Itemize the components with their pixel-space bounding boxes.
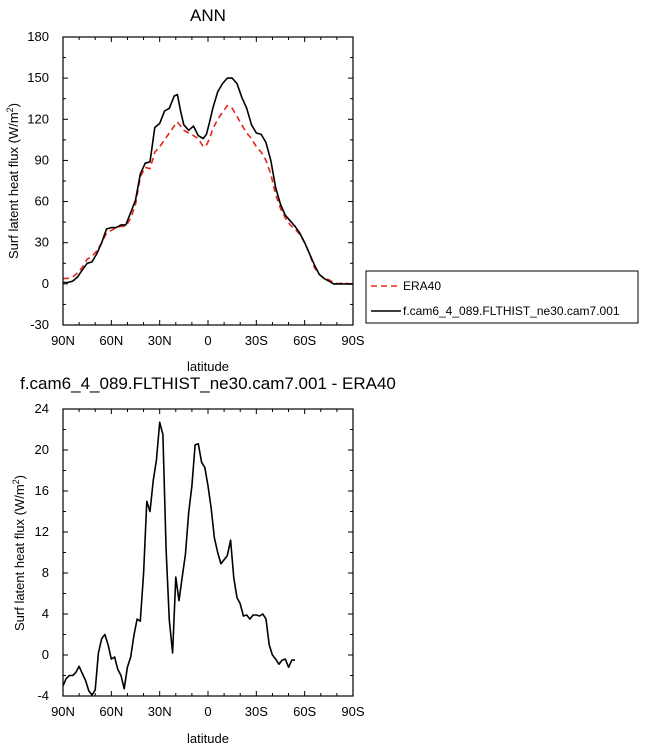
y-tick-label: 8 (42, 565, 49, 580)
x-tick-label: 30S (245, 333, 268, 348)
y-tick-label: 30 (35, 235, 49, 250)
legend-frame (365, 270, 639, 324)
y-tick-label: 16 (35, 483, 49, 498)
panel-difference: f.cam6_4_089.FLTHIST_ne30.cam7.001 - ERA… (11, 374, 396, 746)
legend: ERA40 f.cam6_4_089.FLTHIST_ne30.cam7.001 (365, 270, 639, 324)
x-tick-label: 30S (245, 704, 268, 719)
x-tick-label: 60N (99, 333, 123, 348)
y-tick-label: 4 (42, 606, 49, 621)
x-tick-label: 90S (341, 704, 364, 719)
chart-title: ANN (190, 6, 226, 25)
y-tick-label: 24 (35, 401, 49, 416)
x-tick-label: 0 (204, 333, 211, 348)
series-line-model (63, 77, 353, 285)
y-tick-label: -30 (30, 317, 49, 332)
x-tick-label: 90S (341, 333, 364, 348)
x-tick-label: 60N (99, 704, 123, 719)
y-tick-label: 120 (27, 111, 49, 126)
legend-label-model: f.cam6_4_089.FLTHIST_ne30.cam7.001 (403, 304, 620, 318)
x-tick-label: 60S (293, 333, 316, 348)
y-tick-label: 0 (42, 276, 49, 291)
chart-title: f.cam6_4_089.FLTHIST_ne30.cam7.001 - ERA… (20, 374, 396, 393)
y-tick-label: -4 (37, 688, 49, 703)
y-tick-label: 0 (42, 647, 49, 662)
x-tick-label: 0 (204, 704, 211, 719)
x-axis-label: latitude (187, 359, 229, 374)
x-tick-label: 90N (51, 333, 75, 348)
panel-annual-mean: ANN 90N 60N 30N 0 30S 60S 90S -30 0 30 60 90 120 150 1… (5, 6, 639, 374)
x-tick-label: 30N (148, 333, 172, 348)
x-axis-label: latitude (187, 731, 229, 746)
y-tick-label: 90 (35, 152, 49, 167)
plot-frame (62, 408, 354, 697)
legend-label-era40: ERA40 (403, 279, 441, 293)
y-tick-label: 60 (35, 194, 49, 209)
y-tick-label: 150 (27, 70, 49, 85)
y-tick-label: 12 (35, 524, 49, 539)
x-tick-label: 90N (51, 704, 75, 719)
y-tick-label: 20 (35, 442, 49, 457)
y-tick-label: 180 (27, 29, 49, 44)
series-line-model (62, 421, 295, 696)
series-line-era40 (63, 104, 353, 285)
y-axis-label: Surf latent heat flux (W/m2) (5, 103, 21, 259)
x-tick-label: 30N (148, 704, 172, 719)
x-tick-label: 60S (293, 704, 316, 719)
y-axis-label: Surf latent heat flux (W/m2) (11, 475, 27, 631)
plot-frame (62, 36, 354, 326)
